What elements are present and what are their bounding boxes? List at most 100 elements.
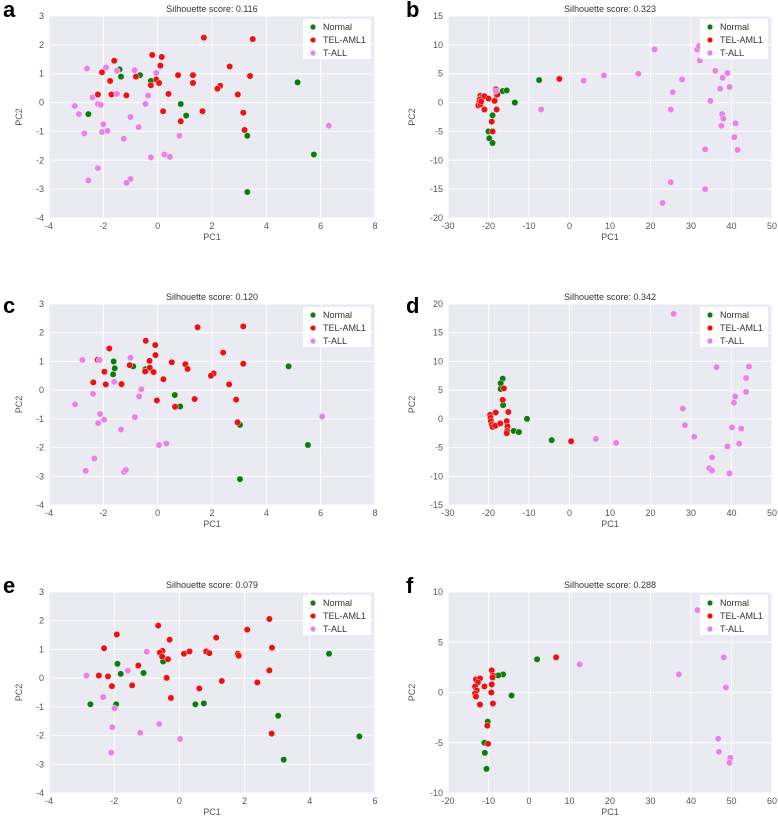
data-point <box>117 670 125 678</box>
data-point <box>226 63 234 70</box>
data-point <box>243 132 251 140</box>
data-point <box>492 87 500 95</box>
x-axis-label: PC1 <box>203 807 221 816</box>
y-tick-label: 3 <box>39 299 44 309</box>
data-point <box>670 310 677 318</box>
x-tick-label: 10 <box>564 796 574 806</box>
data-point <box>89 93 96 101</box>
x-tick-label: 30 <box>645 796 655 806</box>
data-point <box>117 426 125 433</box>
x-tick-label: 2 <box>209 508 214 518</box>
x-tick-label: 0 <box>567 221 572 231</box>
data-point <box>200 700 208 707</box>
legend-label: TEL-AML1 <box>720 35 763 45</box>
data-point <box>724 443 731 450</box>
data-point <box>580 77 588 85</box>
data-point <box>75 110 83 118</box>
legend-marker <box>310 24 316 30</box>
data-point <box>492 409 500 416</box>
chart-title: Silhouette score: 0.079 <box>166 580 258 590</box>
x-tick-label: -30 <box>441 221 454 231</box>
data-point <box>104 673 112 680</box>
y-tick-label: -15 <box>430 184 443 194</box>
legend-marker <box>707 338 713 344</box>
data-point <box>113 67 121 75</box>
data-point <box>127 113 134 121</box>
data-point <box>742 374 750 382</box>
y-tick-label: -1 <box>36 702 44 712</box>
y-tick-label: -10 <box>430 788 443 798</box>
data-point <box>503 429 511 437</box>
data-point <box>189 71 197 79</box>
x-tick-label: 0 <box>155 221 160 231</box>
data-point <box>265 615 273 623</box>
data-point <box>234 91 242 98</box>
y-tick-label: 0 <box>438 414 443 424</box>
data-point <box>694 606 701 614</box>
data-point <box>504 408 512 416</box>
y-tick-label: -20 <box>430 213 443 223</box>
series-normal <box>87 650 363 764</box>
data-point <box>152 351 159 359</box>
legend-label: Normal <box>720 22 749 32</box>
y-tick-label: -5 <box>435 126 443 136</box>
data-point <box>285 362 293 370</box>
data-point <box>114 660 121 668</box>
y-axis-label: PC2 <box>14 396 24 414</box>
data-point <box>651 46 658 53</box>
data-point <box>488 118 496 126</box>
data-point <box>146 357 153 365</box>
data-point <box>184 365 191 373</box>
legend-marker <box>707 37 713 43</box>
data-point <box>71 401 79 408</box>
y-tick-label: 20 <box>433 299 443 309</box>
data-point <box>667 106 675 113</box>
data-point <box>94 91 102 98</box>
data-point <box>489 139 496 147</box>
data-point <box>128 681 136 689</box>
x-axis-label: PC1 <box>601 232 619 242</box>
legend: Normal TEL-AML1 T-ALL <box>303 307 371 347</box>
y-axis-label: PC2 <box>407 684 417 702</box>
y-tick-label: -3 <box>36 759 44 769</box>
data-point <box>100 644 108 652</box>
data-point <box>669 88 677 96</box>
data-point <box>171 403 179 411</box>
data-point <box>325 650 333 658</box>
data-point <box>552 653 560 661</box>
y-tick-label: 10 <box>433 356 443 366</box>
data-point <box>109 370 117 378</box>
data-point <box>110 358 118 365</box>
legend-marker <box>310 325 316 331</box>
data-point <box>239 322 247 330</box>
data-point <box>500 385 508 392</box>
data-point <box>679 405 687 412</box>
x-tick-label: 30 <box>686 221 696 231</box>
data-point <box>488 681 496 688</box>
data-point <box>150 368 157 376</box>
y-tick-label: -10 <box>430 471 443 481</box>
y-tick-label: 5 <box>438 69 443 79</box>
legend: Normal TEL-AML1 T-ALL <box>303 19 371 59</box>
data-point <box>153 397 161 404</box>
y-tick-label: -4 <box>36 500 44 510</box>
y-tick-label: -3 <box>36 471 44 481</box>
y-tick-label: -5 <box>435 443 443 453</box>
data-point <box>535 76 543 84</box>
x-tick-label: 20 <box>645 508 655 518</box>
data-point <box>690 433 698 441</box>
y-tick-label: 1 <box>39 69 44 79</box>
data-point <box>515 428 523 436</box>
data-point <box>485 95 492 102</box>
data-point <box>107 749 115 756</box>
x-tick-label: 50 <box>767 221 777 231</box>
data-point <box>131 413 139 421</box>
y-tick-label: 2 <box>39 328 44 338</box>
series-normal <box>481 655 541 773</box>
y-tick-label: 15 <box>433 328 443 338</box>
legend-marker <box>310 312 316 318</box>
data-point <box>225 380 233 388</box>
data-point <box>487 689 495 696</box>
data-point <box>667 178 675 186</box>
data-point <box>734 146 741 154</box>
